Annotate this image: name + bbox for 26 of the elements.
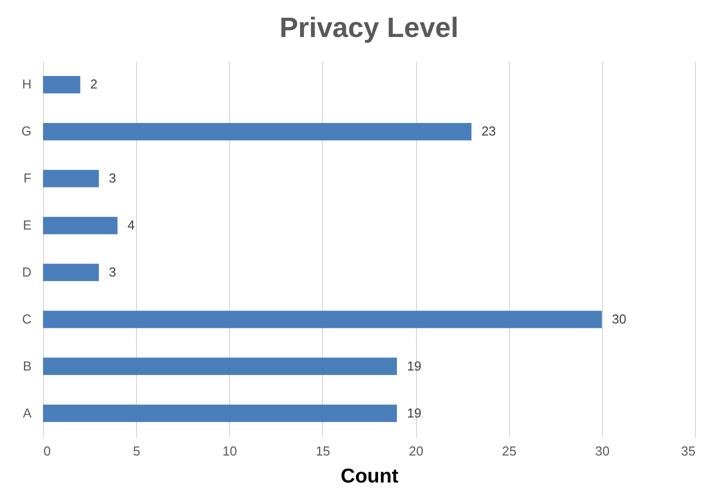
y-tick-label: H	[22, 76, 32, 92]
y-tick-label: D	[22, 264, 32, 280]
x-tick-label: 10	[222, 444, 238, 458]
x-axis-title: Count	[340, 466, 399, 488]
x-tick-label: 15	[316, 444, 330, 458]
data-label: 19	[406, 358, 422, 374]
x-tick-label: 0	[44, 444, 51, 458]
data-label: 4	[128, 218, 135, 233]
x-tick-label: 35	[681, 444, 696, 458]
y-tick-label: C	[22, 311, 32, 326]
y-tick-label: A	[22, 405, 32, 420]
data-label: 30	[612, 311, 626, 326]
y-tick-label: E	[22, 218, 32, 233]
data-label: 19	[406, 405, 422, 420]
x-tick-label: 25	[502, 444, 516, 458]
data-label: 3	[108, 170, 116, 186]
x-tick-label: 30	[595, 444, 610, 458]
data-label: 3	[108, 264, 116, 280]
data-label: 23	[481, 124, 496, 139]
x-tick-label: 5	[133, 444, 140, 458]
y-tick-label: B	[22, 358, 32, 374]
data-label: 2	[90, 76, 98, 92]
chart-title: Privacy Level	[279, 12, 459, 43]
y-tick-label: F	[24, 170, 32, 186]
y-tick-label: G	[21, 124, 32, 139]
x-tick-label: 20	[408, 444, 424, 458]
